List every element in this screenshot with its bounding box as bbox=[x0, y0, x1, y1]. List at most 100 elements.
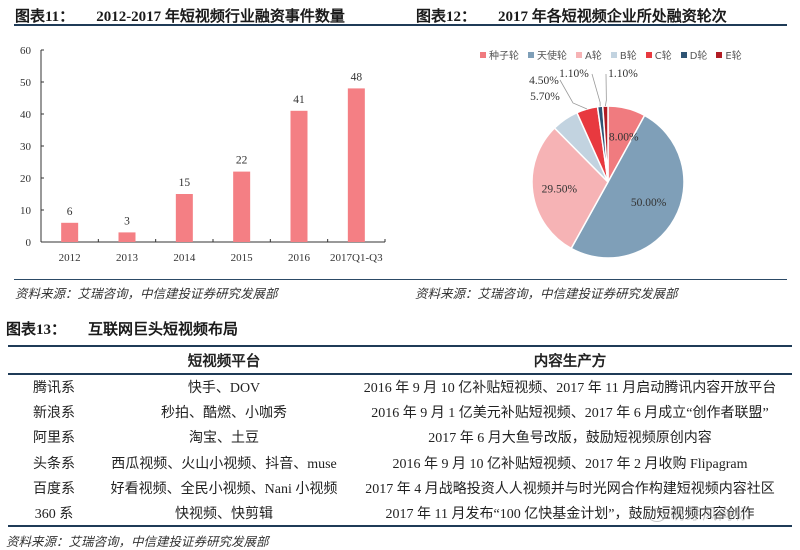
legend-item: A轮 bbox=[576, 47, 602, 62]
pie-slice bbox=[570, 114, 685, 259]
y-tick-label: 0 bbox=[26, 237, 32, 249]
cell-platform: 快视频、快剪辑 bbox=[175, 506, 273, 522]
legend-item: E轮 bbox=[716, 47, 742, 62]
header-platform: 短视频平台 bbox=[187, 353, 261, 370]
y-tick-label: 20 bbox=[20, 173, 32, 185]
platform-table: 短视频平台 内容生产方 腾讯系 快手、DOV 2016 年 9 月 10 亿补贴… bbox=[8, 345, 792, 527]
figure11-top-rule bbox=[14, 24, 400, 26]
legend-swatch-icon bbox=[680, 51, 687, 58]
x-tick-label: 2014 bbox=[173, 252, 196, 264]
bar bbox=[347, 88, 365, 243]
legend-label: D轮 bbox=[689, 51, 708, 62]
bar-chart: 0 10 20 30 40 50 60 6 2012 3 2013 15 2014 22 2015 41 201… bbox=[20, 45, 386, 264]
cell-platform: 好看视频、全民小视频、Nani 小视频 bbox=[110, 481, 338, 497]
bar-value-label: 41 bbox=[293, 94, 305, 106]
cell-content: 2016 年 9 月 10 亿补贴短视频、2017 年 11 月启动腾讯内容开放… bbox=[363, 381, 777, 397]
legend-swatch-icon bbox=[528, 51, 534, 58]
x-tick-label: 2013 bbox=[116, 252, 139, 264]
cell-content: 2017 年 4 月战略投资人人视频并与时光网合作构建短视频内容社区 bbox=[365, 481, 775, 497]
legend-label: 种子轮 bbox=[489, 51, 519, 62]
figure13-source: 资料来源：艾瑞咨询，中信建投证券研究发展部 bbox=[6, 535, 269, 549]
legend-swatch-icon bbox=[480, 51, 486, 58]
pie-slice bbox=[531, 126, 609, 250]
bar bbox=[118, 232, 136, 242]
y-tick-label: 50 bbox=[20, 77, 32, 89]
figure12-bottom-rule bbox=[400, 279, 787, 280]
header-content: 内容生产方 bbox=[533, 353, 607, 370]
cell-group: 新浪系 bbox=[33, 405, 75, 421]
pie-value-label: 1.10% bbox=[559, 68, 589, 80]
pie-legend: 种子轮 天使轮 A轮 B轮 C轮 D轮 E轮 bbox=[480, 47, 742, 62]
legend-label: A轮 bbox=[585, 51, 602, 62]
legend-label: 天使轮 bbox=[537, 51, 567, 62]
pie-value-label: 5.70% bbox=[530, 91, 560, 103]
y-tick-label: 30 bbox=[20, 141, 32, 153]
bar bbox=[233, 171, 251, 242]
cell-group: 百度系 bbox=[33, 481, 75, 497]
legend-swatch-icon bbox=[610, 51, 617, 58]
x-tick-label: 2016 bbox=[288, 252, 311, 264]
bar-value-label: 48 bbox=[351, 71, 363, 83]
bar bbox=[175, 194, 193, 242]
legend-item: 种子轮 bbox=[480, 47, 519, 62]
pie-chart: 8.00%50.00%29.50%5.70%4.50%1.10% 1.10% bbox=[529, 68, 685, 259]
pie-value-label: 4.50% bbox=[529, 75, 559, 87]
cell-content: 2016 年 9 月 1 亿美元补贴短视频、2017 年 6 月成立“创作者联盟… bbox=[371, 405, 769, 421]
figure12-title-text: 2017 年各短视频企业所处融资轮次 bbox=[498, 9, 727, 25]
legend-item: C轮 bbox=[645, 47, 672, 62]
figure11-bottom-rule bbox=[14, 279, 400, 280]
table-row: 阿里系 淘宝、土豆 2017 年 6 月大鱼号改版，鼓励短视频原创内容 bbox=[8, 425, 792, 450]
cell-group: 头条系 bbox=[33, 456, 75, 472]
x-tick-label: 2017Q1-Q3 bbox=[330, 252, 383, 264]
bar bbox=[61, 222, 79, 242]
legend-label: B轮 bbox=[619, 51, 637, 62]
figure13-title-text: 互联网巨头短视频布局 bbox=[88, 322, 239, 338]
table-row: 腾讯系 快手、DOV 2016 年 9 月 10 亿补贴短视频、2017 年 1… bbox=[8, 374, 792, 399]
wechat-icon bbox=[648, 507, 666, 522]
legend-item: B轮 bbox=[610, 47, 637, 62]
legend-swatch-icon bbox=[576, 51, 582, 58]
legend-swatch-icon bbox=[645, 51, 652, 58]
x-tick-label: 2012 bbox=[59, 252, 81, 264]
figure12-source: 资料来源：艾瑞咨询，中信建投证券研究发展部 bbox=[415, 287, 678, 301]
figure13-label: 图表13： bbox=[6, 322, 67, 338]
figure13-title: 图表13： 互联网巨头短视频布局 bbox=[6, 318, 238, 339]
bar-value-label: 15 bbox=[179, 177, 191, 189]
watermark: 萌芽风向标 bbox=[648, 503, 750, 524]
figure12-title: 图表12： 2017 年各短视频企业所处融资轮次 bbox=[416, 5, 727, 26]
figure11-label: 图表11： bbox=[15, 9, 75, 25]
y-tick-label: 10 bbox=[20, 205, 32, 217]
pie-value-label: 50.00% bbox=[631, 197, 667, 209]
x-tick-label: 2015 bbox=[231, 252, 254, 264]
cell-group: 阿里系 bbox=[33, 431, 75, 447]
table-row: 新浪系 秒拍、酷燃、小咖秀 2016 年 9 月 1 亿美元补贴短视频、2017… bbox=[8, 399, 792, 424]
cell-content: 2016 年 9 月 10 亿补贴短视频、2017 年 2 月收购 Flipag… bbox=[392, 456, 748, 472]
legend-label: E轮 bbox=[725, 51, 742, 62]
figure11-title: 图表11： 2012-2017 年短视频行业融资事件数量 bbox=[15, 5, 345, 26]
pie-value-label: 1.10% bbox=[608, 68, 638, 80]
cell-group: 腾讯系 bbox=[33, 381, 75, 397]
cell-platform: 快手、DOV bbox=[187, 381, 261, 397]
pie-value-label: 29.50% bbox=[542, 183, 578, 195]
pie-value-label: 8.00% bbox=[609, 131, 639, 143]
legend-label: C轮 bbox=[654, 51, 672, 62]
legend-swatch-icon bbox=[716, 51, 723, 58]
legend-item: 天使轮 bbox=[528, 47, 567, 62]
bar-value-label: 6 bbox=[67, 206, 73, 218]
y-tick-label: 40 bbox=[20, 109, 32, 121]
bar-value-label: 22 bbox=[236, 155, 248, 167]
cell-content: 2017 年 6 月大鱼号改版，鼓励短视频原创内容 bbox=[428, 431, 712, 447]
cell-platform: 秒拍、酷燃、小咖秀 bbox=[161, 405, 287, 421]
table-row: 百度系 好看视频、全民小视频、Nani 小视频 2017 年 4 月战略投资人人… bbox=[8, 475, 792, 500]
legend-item: D轮 bbox=[680, 47, 708, 62]
pie-slice bbox=[601, 105, 609, 183]
figure11-source: 资料来源：艾瑞咨询，中信建投证券研究发展部 bbox=[15, 287, 278, 301]
figure12-top-rule bbox=[400, 24, 787, 26]
bar bbox=[290, 110, 308, 242]
y-tick-label: 60 bbox=[20, 45, 32, 57]
header-group bbox=[8, 346, 100, 374]
cell-group: 360 系 bbox=[34, 506, 74, 522]
table-row: 头条系 西瓜视频、火山小视频、抖音、muse 2016 年 9 月 10 亿补贴… bbox=[8, 450, 792, 475]
cell-platform: 西瓜视频、火山小视频、抖音、muse bbox=[111, 456, 337, 472]
watermark-text: 萌芽风向标 bbox=[670, 505, 751, 523]
